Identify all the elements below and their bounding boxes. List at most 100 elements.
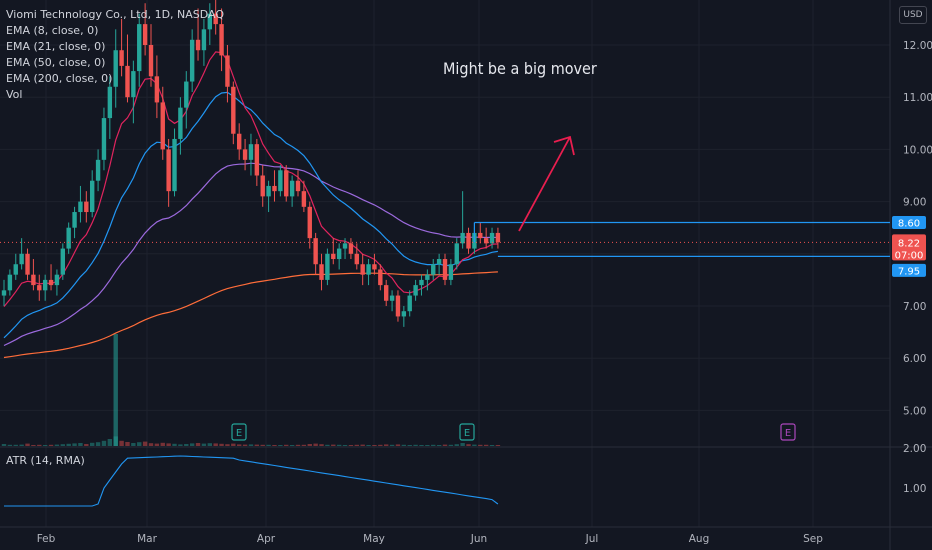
- volume-bar: [431, 444, 436, 446]
- candle-body: [319, 264, 324, 280]
- candle-body: [260, 175, 265, 197]
- volume-bar: [48, 444, 54, 446]
- volume-bar: [454, 444, 459, 446]
- volume-bar: [272, 445, 277, 446]
- volume-bar: [278, 445, 283, 446]
- volume-bar: [425, 445, 430, 446]
- price-label-top-bg: [892, 215, 926, 229]
- candle-body: [454, 243, 459, 265]
- volume-bar: [284, 444, 289, 446]
- volume-bar: [313, 443, 318, 446]
- annotation-text[interactable]: Might be a big mover: [443, 59, 597, 78]
- volume-bar: [19, 444, 24, 446]
- earnings-marker: E: [231, 423, 247, 441]
- candle-body: [142, 24, 148, 45]
- volume-bar: [231, 443, 236, 446]
- volume-bar: [7, 444, 13, 446]
- volume-bar: [254, 444, 260, 446]
- time-tick-label: Mar: [137, 533, 157, 545]
- atr-legend: ATR (14, RMA): [6, 454, 85, 467]
- arrow-shaft: [518, 136, 571, 232]
- volume-bar: [442, 444, 448, 446]
- candle-body: [195, 39, 201, 51]
- candle-body: [442, 259, 448, 280]
- volume-bar: [137, 442, 142, 446]
- candle-body: [207, 13, 212, 30]
- volume-bar: [360, 444, 365, 446]
- volume-bar: [201, 443, 207, 446]
- candle-body: [90, 180, 95, 213]
- volume-bar: [131, 443, 136, 446]
- candle-body: [225, 55, 230, 87]
- volume-bar: [242, 444, 248, 446]
- candle-body: [48, 279, 54, 286]
- time-tick-label: Sep: [803, 533, 823, 545]
- earnings-marker-box: [459, 423, 475, 441]
- volume-bar: [189, 443, 195, 446]
- price-label-top-text: 8.60: [898, 218, 920, 229]
- volume-bar: [113, 334, 118, 446]
- volume-bar: [237, 444, 242, 446]
- candle-body: [25, 253, 30, 275]
- candle-body: [425, 274, 430, 280]
- legend-vol: Vol: [6, 88, 23, 101]
- candle-body: [31, 274, 36, 286]
- price-tick-label: 7.00: [903, 301, 926, 313]
- volume-bar: [60, 444, 65, 446]
- volume-bar: [260, 444, 265, 446]
- candle-body: [401, 311, 407, 317]
- candle-body: [384, 285, 389, 301]
- volume-bar: [336, 444, 342, 446]
- time-tick-label: Jul: [585, 533, 599, 545]
- volume-bar: [1, 444, 7, 446]
- candle-body: [131, 71, 136, 98]
- candle-body: [178, 107, 183, 139]
- volume-bar: [107, 439, 113, 446]
- earnings-marker-label: E: [464, 428, 470, 439]
- volume-bar: [289, 445, 295, 446]
- candle-body: [489, 232, 495, 244]
- candle-body: [307, 206, 312, 239]
- volume-bar: [13, 444, 18, 446]
- candle-body: [272, 185, 277, 192]
- candle-body: [184, 81, 189, 108]
- volume-bar: [142, 441, 148, 446]
- atr-tick-label: 2.00: [903, 443, 926, 455]
- price-label-top: 8.60: [892, 215, 926, 229]
- candle-body: [295, 180, 301, 192]
- volume-bar: [148, 443, 154, 446]
- volume-bar: [378, 444, 383, 446]
- volume-bar: [372, 445, 377, 446]
- volume-bar: [295, 444, 301, 446]
- candle-body: [42, 279, 48, 291]
- candle-body: [1, 290, 7, 296]
- volume-bar: [119, 440, 124, 446]
- candle-body: [66, 227, 71, 249]
- legend-title: Viomi Technology Co., Ltd, 1D, NASDAQ: [6, 8, 225, 21]
- candle-body: [348, 243, 354, 254]
- candle-body: [313, 238, 318, 265]
- volume-bar: [389, 444, 395, 446]
- legend-ema50: EMA (50, close, 0): [6, 56, 106, 69]
- candle-body: [395, 295, 401, 317]
- currency-button[interactable]: USD: [899, 6, 927, 24]
- candle-body: [289, 180, 295, 197]
- price-label-countdown: 07:00: [895, 250, 924, 261]
- candle-body: [166, 149, 171, 192]
- candle-body: [107, 86, 113, 119]
- earnings-marker-label: E: [236, 428, 242, 439]
- time-tick-label: Apr: [257, 533, 276, 545]
- atr-line: [4, 455, 499, 507]
- volume-bar: [154, 443, 160, 446]
- volume-bar: [307, 444, 312, 446]
- candle-body: [137, 24, 142, 72]
- volume-bar: [84, 444, 89, 446]
- price-label-bottom-text: 7.95: [898, 266, 920, 277]
- candle-body: [466, 232, 471, 249]
- legend-ema8: EMA (8, close, 0): [6, 24, 99, 37]
- candle-body: [331, 253, 336, 260]
- volume-bar: [342, 445, 348, 446]
- volume-bar: [472, 444, 477, 446]
